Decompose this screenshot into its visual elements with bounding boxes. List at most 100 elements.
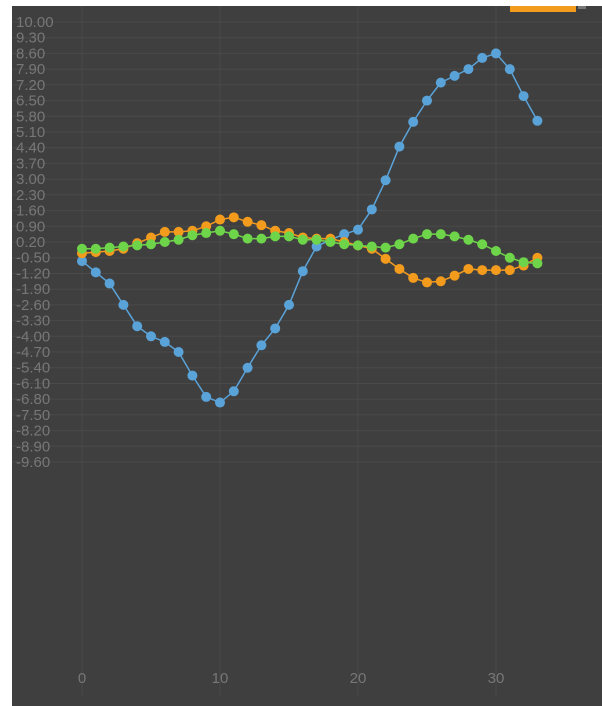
data-point[interactable] (435, 276, 446, 287)
data-point[interactable] (201, 228, 212, 239)
data-point[interactable] (394, 239, 405, 250)
data-point[interactable] (380, 242, 391, 253)
data-point[interactable] (449, 270, 460, 281)
data-point[interactable] (491, 245, 501, 256)
data-point[interactable] (435, 229, 446, 240)
data-point[interactable] (270, 231, 281, 242)
data-point[interactable] (408, 116, 419, 127)
data-point[interactable] (353, 224, 363, 235)
data-point[interactable] (187, 370, 198, 381)
y-tick-label: -2.60 (16, 297, 50, 314)
data-point[interactable] (173, 226, 184, 237)
legend-swatch[interactable] (510, 6, 576, 12)
y-tick-label: -6.80 (16, 391, 50, 408)
data-point[interactable] (366, 204, 377, 215)
data-point[interactable] (270, 323, 281, 334)
y-tick-label: -4.70 (16, 344, 50, 361)
data-point[interactable] (463, 234, 474, 245)
data-point[interactable] (201, 391, 212, 402)
data-point[interactable] (435, 77, 446, 88)
data-point[interactable] (90, 243, 101, 254)
data-point[interactable] (339, 239, 350, 250)
data-point[interactable] (132, 240, 143, 251)
y-tick-label: 7.90 (16, 61, 45, 78)
data-point[interactable] (408, 272, 419, 283)
data-point[interactable] (380, 175, 391, 186)
data-point[interactable] (215, 397, 225, 408)
data-point[interactable] (159, 226, 170, 237)
data-point[interactable] (90, 267, 101, 278)
data-point[interactable] (408, 233, 419, 244)
data-point[interactable] (284, 231, 294, 242)
data-point[interactable] (449, 231, 460, 242)
data-point[interactable] (339, 229, 350, 240)
data-point[interactable] (77, 256, 87, 267)
data-point[interactable] (532, 115, 543, 126)
data-point[interactable] (146, 331, 156, 342)
data-point[interactable] (228, 386, 239, 397)
data-point[interactable] (532, 258, 543, 269)
x-axis-ticks: 0 10 20 30 (78, 670, 505, 687)
data-point[interactable] (242, 233, 253, 244)
data-point[interactable] (311, 234, 322, 245)
data-point[interactable] (215, 214, 225, 225)
data-point[interactable] (242, 216, 253, 227)
data-point[interactable] (422, 229, 432, 240)
data-point[interactable] (297, 234, 308, 245)
data-point[interactable] (325, 237, 336, 248)
legend[interactable] (510, 6, 586, 12)
data-point[interactable] (504, 252, 515, 263)
x-tick-label: 20 (350, 670, 367, 687)
data-point[interactable] (477, 239, 488, 250)
data-point[interactable] (518, 91, 529, 102)
data-point[interactable] (159, 237, 170, 248)
y-tick-label: -6.10 (16, 375, 50, 392)
data-point[interactable] (366, 241, 377, 252)
y-tick-label: 7.20 (16, 77, 45, 94)
data-point[interactable] (504, 64, 515, 75)
data-point[interactable] (228, 212, 239, 223)
y-tick-label: 8.60 (16, 45, 45, 62)
data-point[interactable] (504, 265, 515, 276)
y-tick-label: -8.20 (16, 423, 50, 440)
data-point[interactable] (104, 278, 115, 289)
data-point[interactable] (173, 234, 184, 245)
series-group (77, 48, 543, 408)
y-tick-label: 5.80 (16, 108, 45, 125)
y-tick-label: 0.20 (16, 234, 45, 251)
data-point[interactable] (284, 299, 294, 310)
data-point[interactable] (380, 253, 391, 264)
data-point[interactable] (146, 239, 156, 250)
data-point[interactable] (159, 336, 170, 347)
y-tick-label: 5.10 (16, 124, 45, 141)
data-point[interactable] (215, 225, 225, 236)
data-point[interactable] (297, 266, 308, 277)
data-point[interactable] (518, 257, 529, 268)
data-point[interactable] (422, 277, 432, 288)
data-point[interactable] (463, 263, 474, 274)
data-point[interactable] (242, 362, 253, 373)
data-point[interactable] (256, 340, 267, 351)
data-point[interactable] (118, 299, 129, 310)
data-point[interactable] (449, 70, 460, 81)
data-point[interactable] (132, 321, 143, 332)
data-point[interactable] (173, 347, 184, 358)
data-point[interactable] (477, 265, 488, 276)
data-point[interactable] (256, 220, 267, 231)
data-point[interactable] (228, 229, 239, 240)
data-point[interactable] (491, 48, 501, 59)
y-tick-label: -4.00 (16, 328, 50, 345)
data-point[interactable] (77, 243, 87, 254)
series-3 (77, 225, 543, 269)
data-point[interactable] (463, 64, 474, 75)
data-point[interactable] (491, 265, 501, 276)
data-point[interactable] (477, 52, 488, 63)
data-point[interactable] (256, 233, 267, 244)
data-point[interactable] (394, 141, 405, 152)
data-point[interactable] (104, 242, 115, 253)
data-point[interactable] (422, 95, 432, 106)
data-point[interactable] (394, 263, 405, 274)
data-point[interactable] (353, 240, 363, 251)
data-point[interactable] (118, 241, 129, 252)
data-point[interactable] (187, 230, 198, 241)
